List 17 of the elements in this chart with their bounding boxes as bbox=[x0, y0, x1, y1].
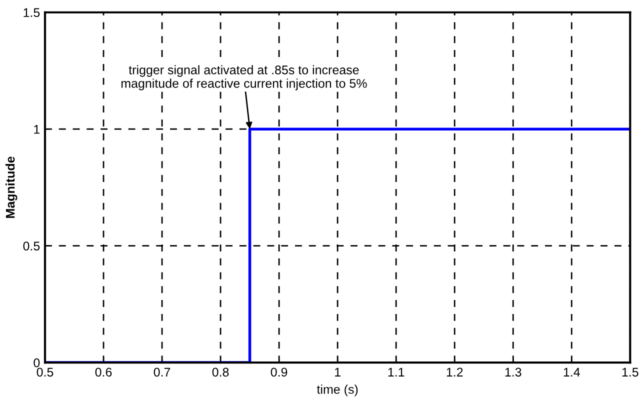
x-tick-label: 1.2 bbox=[446, 368, 463, 376]
x-axis-title: time (s) bbox=[316, 384, 358, 396]
x-tick-label: 0.8 bbox=[212, 368, 229, 377]
y-axis-title: Magnitude bbox=[6, 156, 18, 218]
y-tick-label: 0.5 bbox=[23, 242, 40, 250]
annotation: trigger signal activated at .85s to increase magnitude of reactive current injection to 5% bbox=[121, 65, 367, 90]
x-tick-label: 1.1 bbox=[388, 368, 404, 376]
x-tick-label: 1.5 bbox=[622, 368, 638, 377]
y-tick-label: 1.5 bbox=[24, 8, 40, 18]
x-tick-label: 0.6 bbox=[95, 368, 112, 377]
y-tick-label: 0 bbox=[34, 358, 40, 368]
x-tick-label: 0.9 bbox=[270, 368, 288, 377]
y-tick-label: 1 bbox=[34, 125, 40, 134]
x-tick-label: 0.7 bbox=[154, 368, 170, 377]
x-tick-label: 1.3 bbox=[505, 368, 522, 377]
x-tick-label: 1 bbox=[335, 368, 340, 376]
x-tick-label: 1.4 bbox=[564, 368, 580, 376]
